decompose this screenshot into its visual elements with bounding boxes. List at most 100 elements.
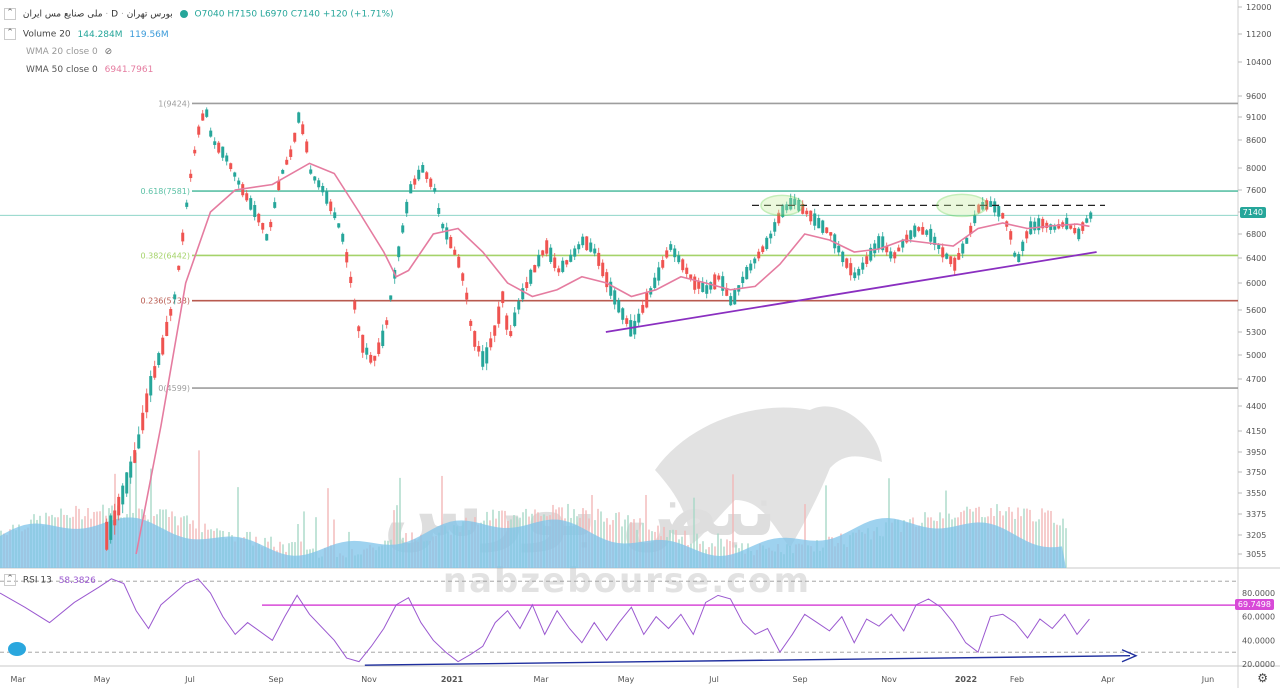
hidden-eye-icon[interactable]: ⊘	[104, 47, 113, 57]
wma20-label: WMA 20 close 0	[26, 47, 98, 57]
fib-label: 0.618(7581)	[140, 187, 190, 196]
candle-body	[849, 263, 853, 276]
candle-body	[133, 450, 137, 463]
candle-body	[1021, 241, 1025, 251]
candle-body	[841, 251, 845, 263]
volume-bar	[150, 468, 152, 568]
x-tick-label: Jul	[708, 675, 719, 684]
candle-body	[889, 251, 893, 259]
collapse-icon[interactable]: ⌃	[4, 574, 16, 586]
candle-body	[1037, 218, 1041, 231]
rsi-tag: 69.7498	[1234, 599, 1274, 610]
x-tick-label: Apr	[1101, 675, 1116, 684]
candle-body	[581, 236, 585, 246]
volume-bar	[1041, 508, 1043, 568]
tradingview-logo-icon[interactable]	[8, 642, 26, 656]
y-tick-label: 10400	[1246, 58, 1271, 67]
candle-body	[893, 252, 897, 259]
rsi-divergence-line	[364, 655, 1131, 666]
candle-body	[209, 130, 213, 137]
volume-bar	[237, 487, 239, 568]
wma50-line	[135, 162, 1090, 555]
x-tick-label: Sep	[268, 675, 283, 684]
candle-body	[777, 212, 781, 224]
candle-body	[497, 306, 501, 324]
rsi-tick-label: 80.0000	[1242, 589, 1275, 598]
candle-body	[161, 337, 165, 355]
x-tick-label: 2022	[955, 675, 977, 684]
candle-body	[357, 326, 361, 332]
fibonacci-levels: 1(9424) 0.618(7581) 0.382(6442) 0.236(5738)…	[0, 99, 1238, 393]
candle-body	[673, 248, 677, 258]
candle-body	[521, 288, 525, 300]
candle-body	[325, 191, 329, 204]
candle-body	[765, 237, 769, 249]
candle-body	[257, 213, 261, 223]
candle-body	[481, 351, 485, 367]
candle-body	[817, 218, 821, 229]
wma20-legend[interactable]: WMA 20 close 0 ⊘	[4, 47, 112, 57]
candle-body	[1017, 254, 1021, 263]
candle-body	[493, 325, 497, 336]
candle-body	[933, 236, 937, 245]
wma50-legend[interactable]: WMA 50 close 0 6941.7961	[4, 65, 153, 75]
bull-logo-icon	[655, 406, 882, 548]
candle-body	[665, 250, 669, 258]
volume-legend[interactable]: ⌃ Volume 20 144.284M 119.56M	[4, 28, 169, 40]
volume-bar	[1053, 522, 1055, 568]
volume-bar	[315, 517, 317, 568]
candle-body	[317, 180, 321, 188]
y-tick-label: 8600	[1246, 136, 1266, 145]
symbol-title: ملی صنایع مس ایران	[22, 9, 103, 20]
candle-body	[977, 204, 981, 213]
candle-body	[109, 515, 113, 540]
candle-body	[881, 236, 885, 251]
candle-body	[593, 248, 597, 254]
candle-body	[801, 204, 805, 214]
candle-body	[157, 353, 161, 365]
candle-body	[873, 243, 877, 254]
candle-body	[461, 273, 465, 281]
candle-body	[189, 173, 193, 179]
y-tick-label: 9600	[1246, 92, 1266, 101]
candle-body	[721, 276, 725, 291]
settings-gear-icon[interactable]: ⚙	[1257, 671, 1268, 685]
candle-body	[1049, 224, 1053, 230]
rsi-arrow-head-icon	[1121, 649, 1138, 663]
candle-body	[857, 268, 861, 276]
collapse-icon[interactable]: ⌃	[4, 8, 16, 20]
rsi-legend[interactable]: ⌃ RSI 13 58.3826	[4, 574, 96, 586]
volume-bar	[1035, 521, 1037, 568]
candle-body	[969, 225, 973, 234]
candle-body	[553, 257, 557, 268]
candle-body	[137, 434, 141, 449]
candle-body	[245, 193, 249, 201]
candle-body	[757, 251, 761, 259]
candle-body	[949, 256, 953, 265]
candle-body	[249, 198, 253, 210]
volume-bar	[693, 497, 695, 568]
candle-body	[349, 276, 353, 284]
candle-body	[829, 232, 833, 236]
symbol-header: ⌃ ملی صنایع مس ایران · D · بورس تهران O7…	[4, 8, 394, 20]
y-tick-label: 5600	[1246, 306, 1266, 315]
fib-label: 0(4599)	[158, 384, 190, 393]
candle-body	[453, 249, 457, 255]
candle-body	[437, 207, 441, 214]
candle-body	[1025, 231, 1029, 239]
candle-body	[433, 188, 437, 192]
candle-body	[813, 213, 817, 226]
volume-bar	[591, 495, 593, 568]
candle-body	[653, 277, 657, 288]
candle-body	[201, 113, 205, 121]
candle-body	[833, 234, 837, 249]
y-tick-label: 4150	[1246, 427, 1266, 436]
y-tick-label: 3950	[1246, 448, 1266, 457]
collapse-icon[interactable]: ⌃	[4, 28, 16, 40]
volume-bar	[333, 519, 335, 568]
candle-body	[745, 266, 749, 280]
x-tick-label: Nov	[361, 675, 377, 684]
candle-body	[929, 228, 933, 242]
candle-body	[365, 347, 369, 355]
